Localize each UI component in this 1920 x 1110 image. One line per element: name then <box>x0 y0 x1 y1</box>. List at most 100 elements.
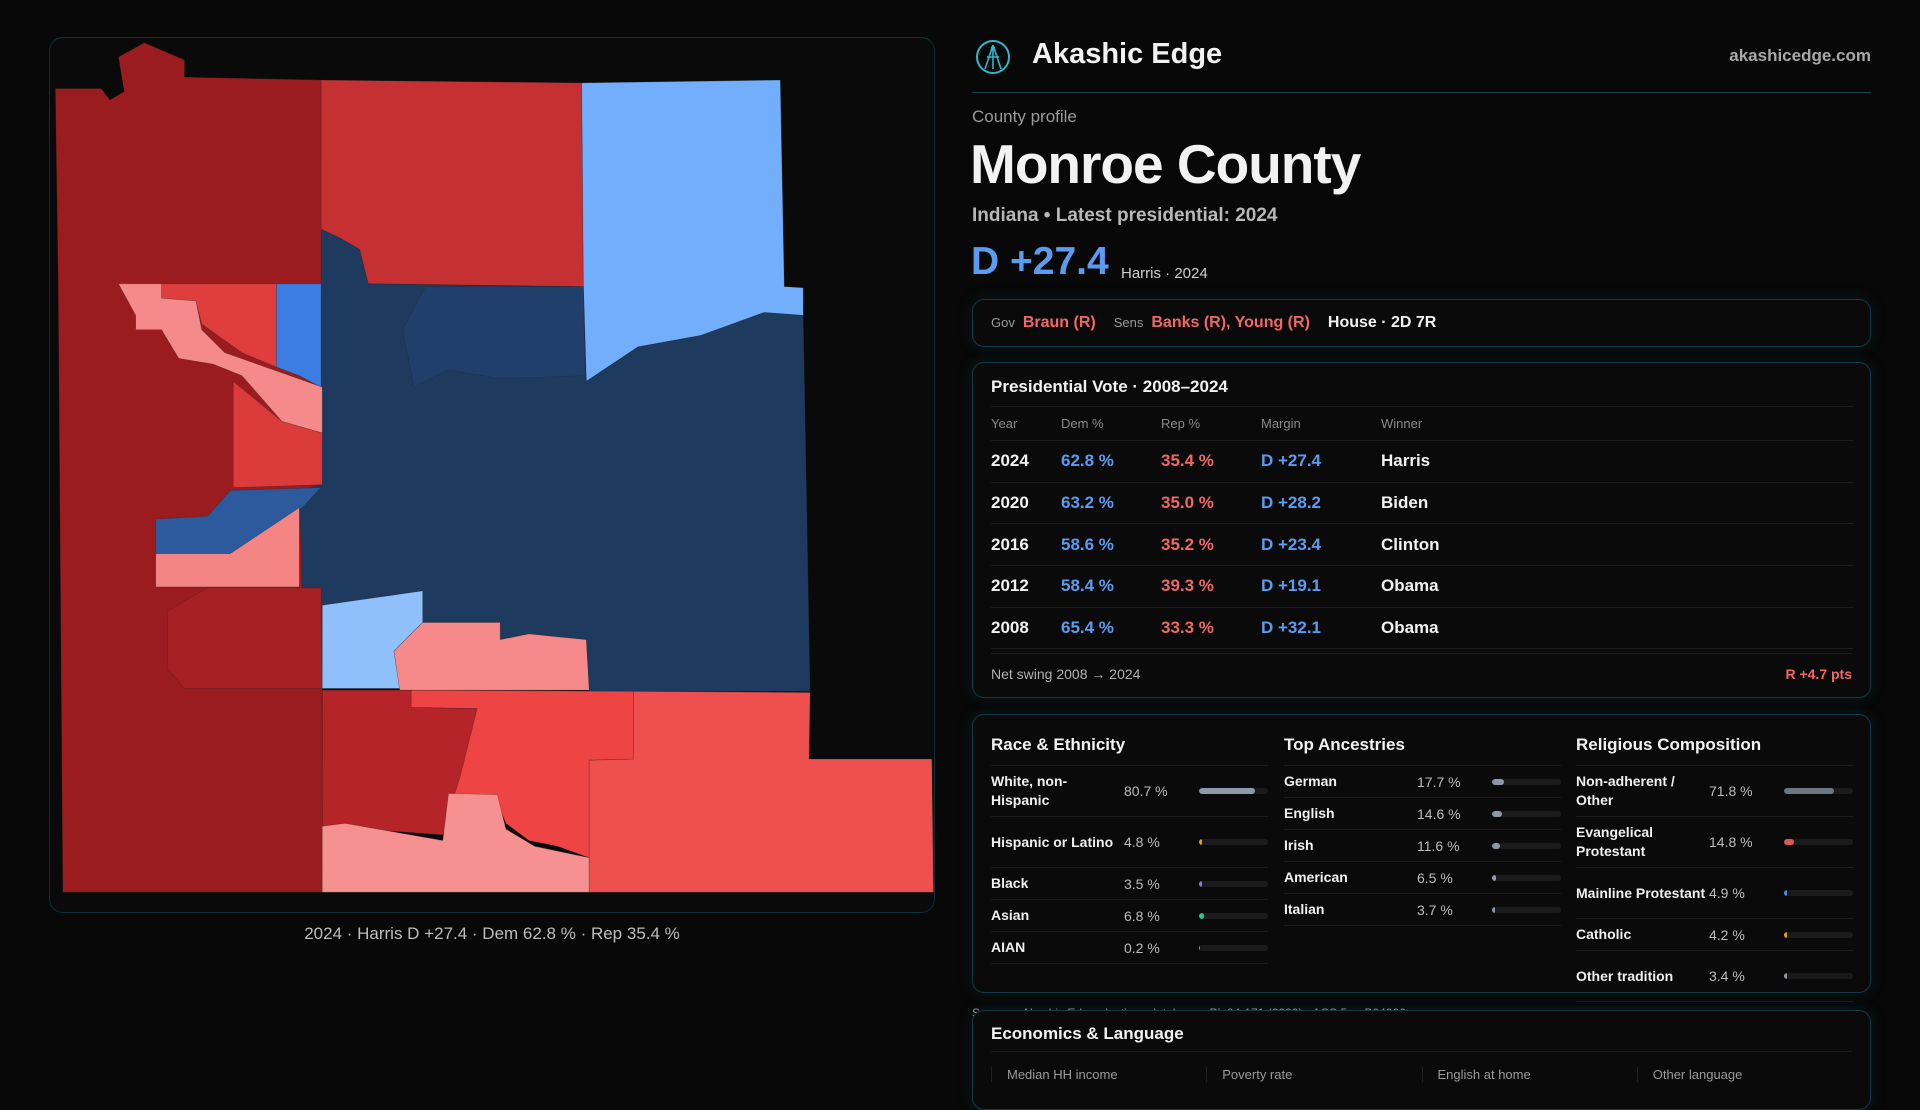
precinct-north-city[interactable] <box>403 287 586 387</box>
demographic-bar <box>1784 932 1853 938</box>
cell-margin: D +23.4 <box>1261 524 1381 566</box>
cell-year: 2016 <box>991 524 1061 566</box>
cell-winner: Clinton <box>1381 524 1853 566</box>
page-kicker: County profile <box>972 107 1077 127</box>
brand-url-link[interactable]: akashicedge.com <box>1729 46 1871 66</box>
cell-dem: 62.8 % <box>1061 441 1161 483</box>
demographic-label: Catholic <box>1576 925 1709 944</box>
demographic-value: 4.9 % <box>1709 885 1784 901</box>
cell-margin: D +19.1 <box>1261 566 1381 608</box>
demographic-bar <box>1492 811 1561 817</box>
demographic-bar <box>1199 913 1268 919</box>
presidential-title: Presidential Vote · 2008–2024 <box>991 377 1228 397</box>
senators: Banks (R), Young (R) <box>1151 314 1310 332</box>
precinct-map[interactable] <box>49 37 935 913</box>
demographic-bar <box>1492 875 1561 881</box>
demographic-label: Irish <box>1284 836 1417 855</box>
precinct-se[interactable] <box>589 691 933 892</box>
cell-rep: 35.4 % <box>1161 441 1261 483</box>
cell-dem: 58.4 % <box>1061 566 1161 608</box>
cell-year: 2008 <box>991 607 1061 649</box>
precinct-southwest-mid[interactable] <box>167 588 322 688</box>
demographic-bar-fill <box>1492 875 1496 881</box>
demographic-bar <box>1199 788 1268 794</box>
demographic-value: 3.7 % <box>1417 902 1492 918</box>
cell-rep: 35.0 % <box>1161 482 1261 524</box>
demographic-label: German <box>1284 772 1417 791</box>
headline-margin: D +27.4 <box>971 240 1109 284</box>
house-delegation: House · 2D 7R <box>1328 314 1436 332</box>
demographic-bar <box>1199 945 1268 951</box>
col-dem: Dem % <box>1061 407 1161 441</box>
demographic-bar-fill <box>1784 839 1794 845</box>
demographic-value: 14.6 % <box>1417 806 1492 822</box>
net-swing-label: Net swing 2008 → 2024 <box>991 666 1140 682</box>
col-rep: Rep % <box>1161 407 1261 441</box>
brand-name: Akashic Edge <box>1032 38 1222 71</box>
cell-margin: D +27.4 <box>1261 441 1381 483</box>
table-header-row: Year Dem % Rep % Margin Winner <box>991 407 1853 441</box>
demographic-value: 14.8 % <box>1709 834 1784 850</box>
precinct-map-svg[interactable] <box>49 37 935 913</box>
economics-title: Economics & Language <box>991 1024 1184 1044</box>
demographic-bar <box>1492 779 1561 785</box>
cell-rep: 33.3 % <box>1161 607 1261 649</box>
demographics-column-title: Race & Ethnicity <box>991 723 1268 766</box>
cell-dem: 63.2 % <box>1061 482 1161 524</box>
header-divider <box>972 92 1871 93</box>
demographic-bar <box>1784 788 1853 794</box>
cell-rep: 35.2 % <box>1161 524 1261 566</box>
cell-year: 2012 <box>991 566 1061 608</box>
cell-year: 2024 <box>991 441 1061 483</box>
demographic-label: Asian <box>991 906 1124 925</box>
demographic-label: AIAN <box>991 938 1124 957</box>
demographic-bar-fill <box>1492 779 1504 785</box>
demographic-bar-fill <box>1784 788 1834 794</box>
demographic-value: 17.7 % <box>1417 774 1492 790</box>
governor: Braun (R) <box>1023 314 1096 332</box>
presidential-vote-card: Presidential Vote · 2008–2024 Year Dem %… <box>972 362 1871 698</box>
economics-card: Economics & Language Median HH income Po… <box>972 1010 1871 1110</box>
cell-margin: D +32.1 <box>1261 607 1381 649</box>
demographic-value: 11.6 % <box>1417 838 1492 854</box>
cell-dem: 58.6 % <box>1061 524 1161 566</box>
demographic-value: 71.8 % <box>1709 783 1784 799</box>
net-swing-value: R +4.7 pts <box>1785 666 1852 682</box>
demographic-bar-fill <box>1199 913 1204 919</box>
demographic-value: 0.2 % <box>1124 940 1199 956</box>
akashic-edge-logo-icon <box>975 39 1011 75</box>
demographic-value: 80.7 % <box>1124 783 1199 799</box>
demographic-bar-fill <box>1492 907 1495 913</box>
demographic-bar-fill <box>1492 811 1502 817</box>
demographic-bar <box>1784 839 1853 845</box>
demographic-bar-fill <box>1784 973 1787 979</box>
demographic-bar <box>1492 907 1561 913</box>
cell-winner: Obama <box>1381 607 1853 649</box>
demographic-value: 4.8 % <box>1124 834 1199 850</box>
officials-card: Gov Braun (R) Sens Banks (R), Young (R) … <box>972 299 1871 347</box>
demographic-label: Black <box>991 874 1124 893</box>
cell-dem: 65.4 % <box>1061 607 1161 649</box>
demographic-label: Hispanic or Latino <box>991 833 1124 852</box>
cell-rep: 39.3 % <box>1161 566 1261 608</box>
demographic-bar <box>1784 890 1853 896</box>
demographic-bar-fill <box>1199 788 1255 794</box>
demographic-bar <box>1492 843 1561 849</box>
demographic-label: American <box>1284 868 1417 887</box>
page-subtitle: Indiana • Latest presidential: 2024 <box>972 205 1277 227</box>
cell-margin: D +28.2 <box>1261 482 1381 524</box>
demographic-label: Mainline Protestant <box>1576 884 1709 903</box>
